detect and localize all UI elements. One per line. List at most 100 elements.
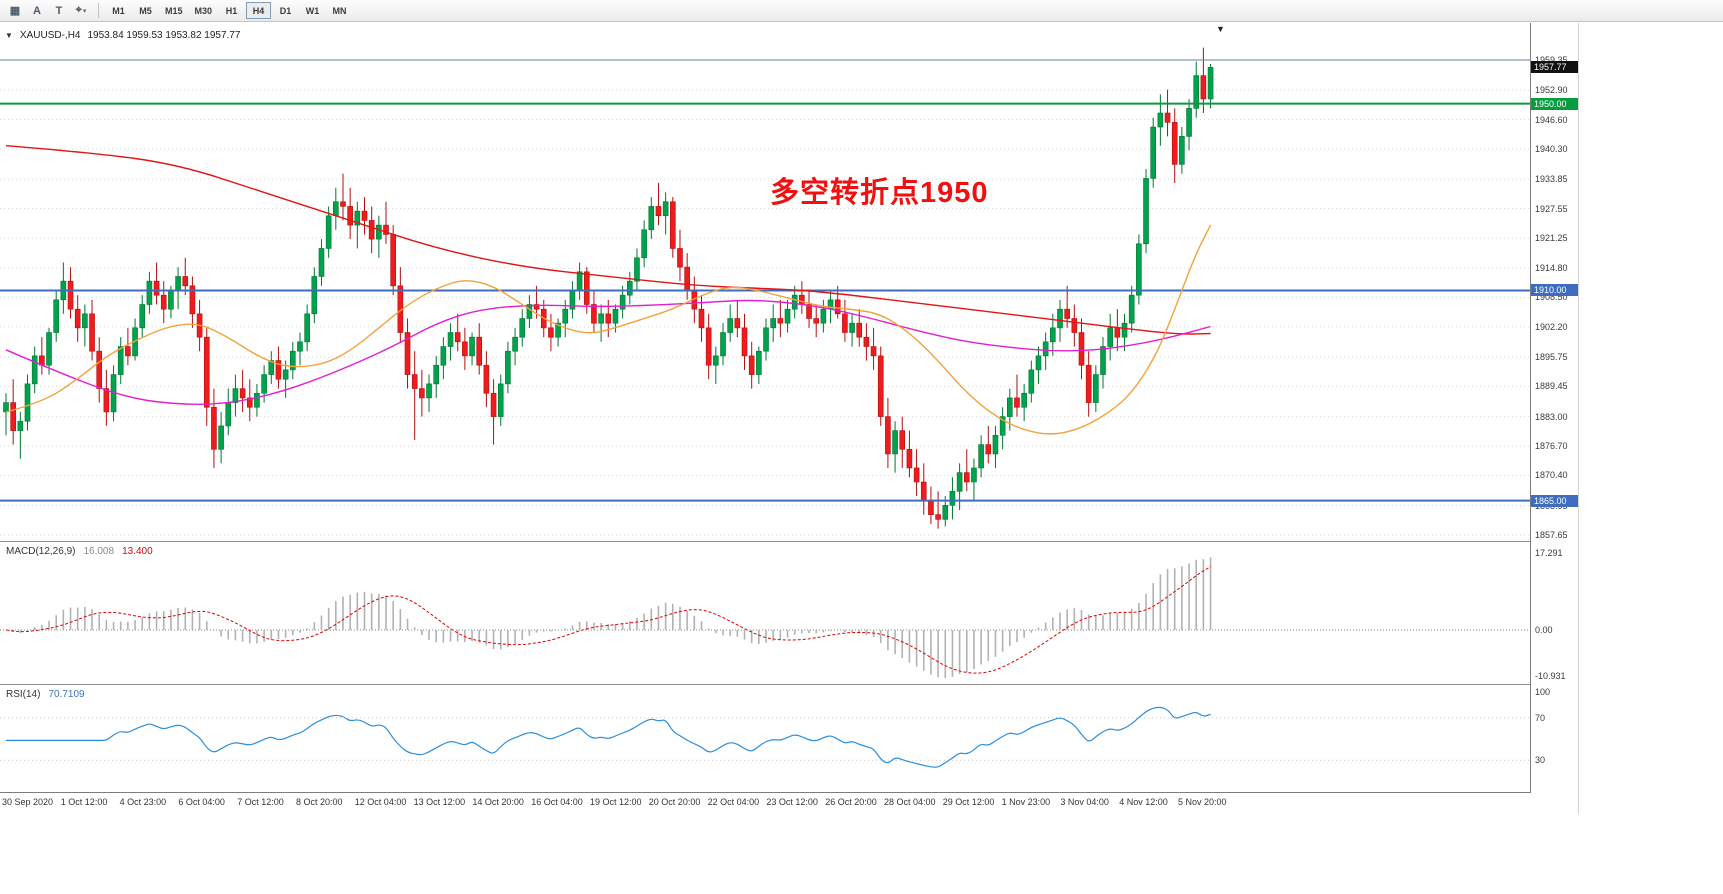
- macd-histogram: [12, 557, 1212, 678]
- candle-body: [885, 416, 891, 455]
- candle-body: [483, 364, 490, 394]
- chart-window-icon[interactable]: ▦: [9, 5, 21, 17]
- candle-body: [82, 313, 88, 329]
- candle-body: [383, 224, 389, 235]
- price-tick-label: 1883.00: [1535, 411, 1568, 422]
- macd-main-value: 16.008: [83, 546, 115, 557]
- candle-body: [684, 266, 690, 291]
- chart-symbol-header: ▼ XAUUSD-,H4 1953.84 1959.53 1953.82 195…: [5, 30, 240, 41]
- time-tick-label: 8 Oct 20:00: [296, 797, 343, 807]
- price-tick-label: 1895.75: [1535, 352, 1568, 363]
- candle-body: [476, 336, 483, 366]
- candle-body: [103, 388, 110, 413]
- candle-body: [820, 308, 827, 324]
- candle-body: [512, 336, 518, 352]
- candle-body: [626, 280, 633, 296]
- candle-body: [713, 355, 719, 366]
- current-price-label: 1957.77: [1531, 61, 1578, 74]
- price-axis[interactable]: 1959.35 1952.90 1946.60 1940.30 1933.85 1927.…: [1530, 23, 1578, 793]
- candle-body: [404, 332, 411, 375]
- price-tick-label: 1876.70: [1535, 441, 1568, 452]
- candle-body: [1078, 332, 1085, 366]
- rsi-panel-splitter[interactable]: [0, 684, 1578, 685]
- candle-body: [261, 374, 267, 394]
- time-tick-label: 29 Oct 12:00: [942, 797, 995, 807]
- candle-body: [1193, 75, 1200, 109]
- candle-body: [139, 304, 146, 329]
- candle-body: [963, 472, 970, 483]
- candle-body: [46, 332, 52, 366]
- candle-body: [670, 201, 676, 249]
- ma-red-slow: [5, 145, 1211, 335]
- timeframe-button-mn[interactable]: MN: [332, 5, 347, 16]
- candle-body: [304, 313, 310, 343]
- time-tick-label: 14 Oct 20:00: [472, 797, 524, 807]
- candle-body: [784, 308, 791, 324]
- macd-signal-value: 13.400: [122, 546, 153, 557]
- candle-body: [17, 420, 24, 431]
- rsi-axis-label: 100: [1535, 687, 1551, 697]
- time-tick-label: 19 Oct 12:00: [590, 797, 642, 807]
- candle-body: [1121, 322, 1128, 338]
- time-tick-label: 1 Oct 12:00: [60, 797, 108, 807]
- macd-panel-splitter[interactable]: [0, 541, 1578, 542]
- candle-body: [1114, 327, 1121, 338]
- candle-body: [447, 332, 454, 347]
- chart-annotation-text[interactable]: 多空转折点1950: [770, 177, 989, 209]
- candles: [3, 47, 1214, 529]
- time-tick-label: 12 Oct 04:00: [354, 797, 407, 807]
- candle-body: [203, 336, 210, 408]
- timeframe-button-w1[interactable]: W1: [305, 5, 320, 16]
- time-tick-label: 7 Oct 12:00: [237, 797, 284, 807]
- candle-body: [877, 355, 884, 417]
- price-level-label-1950.00: 1950.00: [1531, 97, 1578, 110]
- price-tick-label: 1927.55: [1535, 203, 1568, 214]
- price-tick-label: 1959.35: [1535, 55, 1568, 65]
- timeframe-button-m30[interactable]: M30: [194, 5, 213, 16]
- candle-body: [899, 430, 906, 450]
- text-annotation-icon[interactable]: T: [55, 4, 63, 17]
- timeframe-button-d1[interactable]: D1: [279, 5, 292, 16]
- candle-body: [971, 467, 977, 483]
- candle-body: [297, 341, 303, 352]
- candle-body: [605, 313, 612, 324]
- crosshair-tool-icon[interactable]: ⌖ ▾: [75, 4, 87, 16]
- candle-body: [426, 383, 432, 399]
- timeframe-button-m15[interactable]: M15: [165, 5, 183, 16]
- candle-body: [1006, 397, 1013, 417]
- font-label-icon[interactable]: A: [33, 4, 41, 17]
- candle-body: [433, 364, 440, 385]
- time-tick-label: 28 Oct 04:00: [884, 797, 936, 807]
- candle-body: [1164, 112, 1171, 123]
- timeframe-button-m5[interactable]: M5: [139, 5, 152, 16]
- time-tick-label: 16 Oct 04:00: [531, 797, 583, 807]
- collapse-arrow-icon[interactable]: ▼: [5, 31, 13, 40]
- price-level-label-1865.00: 1865.00: [1531, 494, 1578, 507]
- candle-body: [1093, 374, 1099, 403]
- candle-body: [1021, 392, 1027, 408]
- candle-body: [53, 299, 59, 333]
- candle-body: [89, 313, 95, 352]
- ma-magenta-mid: [5, 299, 1211, 405]
- timeframe-button-h1[interactable]: H1: [225, 5, 238, 16]
- candle-body: [246, 397, 253, 408]
- main-price-chart-canvas[interactable]: [0, 23, 1530, 541]
- candle-body: [906, 448, 913, 469]
- candle-body: [913, 467, 920, 483]
- candle-body: [333, 201, 339, 217]
- candle-body: [533, 304, 540, 310]
- candle-body: [146, 280, 153, 305]
- timeframe-button-m1[interactable]: M1: [112, 5, 125, 16]
- time-tick-label: 22 Oct 04:00: [707, 797, 760, 807]
- price-level-label-1910.00: 1910.00: [1531, 284, 1578, 297]
- macd-axis-label: -10.931: [1535, 671, 1566, 681]
- rsi-panel-canvas[interactable]: [0, 686, 1530, 792]
- candle-body: [1157, 112, 1164, 128]
- candle-body: [153, 280, 160, 296]
- time-axis[interactable]: 30 Sep 2020 1 Oct 12:00 4 Oct 23:00 6 Oct 0…: [0, 792, 1578, 814]
- candle-body: [1171, 122, 1178, 165]
- macd-panel-canvas[interactable]: [0, 543, 1530, 683]
- timeframe-button-h4[interactable]: H4: [246, 2, 272, 19]
- price-tick-label: 1889.45: [1535, 381, 1568, 392]
- candle-body: [1014, 397, 1020, 408]
